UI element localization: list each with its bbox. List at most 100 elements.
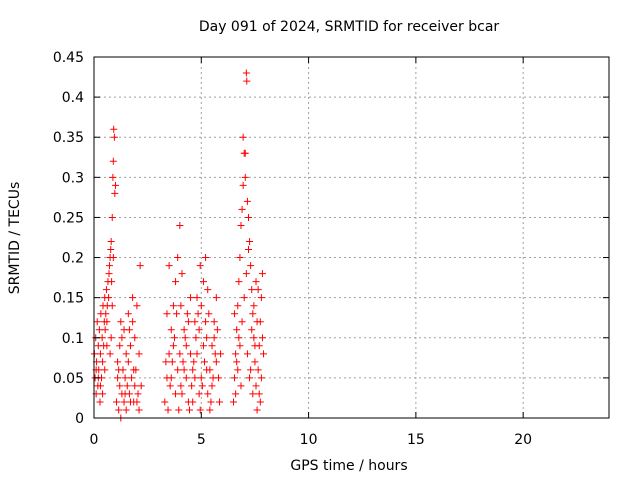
data-point bbox=[136, 262, 144, 270]
data-point bbox=[128, 374, 136, 382]
data-point bbox=[193, 294, 201, 302]
data-point bbox=[251, 342, 259, 350]
data-point bbox=[189, 366, 197, 374]
data-point bbox=[246, 238, 254, 246]
data-point bbox=[133, 398, 141, 406]
data-point bbox=[257, 374, 265, 382]
data-point bbox=[107, 238, 115, 246]
data-point bbox=[195, 390, 203, 398]
data-point bbox=[115, 406, 123, 414]
grid-lines bbox=[94, 57, 609, 418]
data-point bbox=[116, 342, 124, 350]
x-tick-label: 5 bbox=[197, 432, 206, 448]
x-tick-label: 15 bbox=[407, 432, 425, 448]
data-point bbox=[178, 390, 186, 398]
data-point bbox=[172, 278, 180, 286]
data-point bbox=[93, 318, 101, 326]
data-point bbox=[125, 326, 133, 334]
data-point bbox=[120, 398, 128, 406]
data-point bbox=[245, 213, 252, 221]
data-point bbox=[116, 382, 124, 390]
data-point bbox=[239, 181, 247, 189]
data-point bbox=[111, 189, 119, 197]
data-point bbox=[188, 382, 196, 390]
data-point bbox=[202, 318, 210, 326]
data-point bbox=[126, 398, 134, 406]
data-point bbox=[208, 342, 216, 350]
data-point bbox=[101, 366, 109, 374]
data-point bbox=[229, 398, 237, 406]
data-point bbox=[241, 149, 249, 157]
data-point bbox=[175, 406, 183, 414]
data-point bbox=[258, 334, 266, 342]
data-point bbox=[196, 406, 204, 414]
data-point bbox=[124, 358, 132, 366]
data-point bbox=[99, 358, 107, 366]
data-point bbox=[165, 350, 173, 358]
data-point bbox=[172, 390, 180, 398]
data-point bbox=[246, 374, 254, 382]
data-point bbox=[131, 334, 139, 342]
data-point bbox=[199, 278, 207, 286]
data-point bbox=[240, 294, 248, 302]
data-point bbox=[204, 286, 212, 294]
data-point bbox=[231, 374, 239, 382]
data-point bbox=[183, 310, 191, 318]
data-point bbox=[191, 374, 199, 382]
data-point bbox=[256, 398, 264, 406]
data-point bbox=[199, 342, 207, 350]
data-point bbox=[235, 334, 243, 342]
x-tick-label: 10 bbox=[300, 432, 318, 448]
data-point bbox=[210, 334, 218, 342]
data-point bbox=[249, 390, 257, 398]
data-point bbox=[243, 77, 251, 85]
data-point bbox=[106, 350, 114, 358]
data-point bbox=[212, 294, 220, 302]
data-point bbox=[107, 334, 115, 342]
data-point bbox=[203, 334, 211, 342]
data-point bbox=[124, 310, 132, 318]
data-point bbox=[135, 406, 143, 414]
data-point bbox=[235, 278, 243, 286]
data-point bbox=[248, 286, 256, 294]
data-point bbox=[109, 254, 117, 262]
data-point bbox=[184, 398, 192, 406]
data-point bbox=[163, 310, 171, 318]
y-tick-label: 0.2 bbox=[62, 251, 84, 267]
data-point bbox=[105, 294, 113, 302]
data-point bbox=[161, 398, 169, 406]
data-point bbox=[207, 398, 215, 406]
y-tick-label: 0.35 bbox=[53, 130, 84, 146]
data-point bbox=[113, 398, 121, 406]
data-point bbox=[216, 398, 224, 406]
data-point bbox=[185, 406, 193, 414]
x-tick-labels: 0 5 10 15 20 bbox=[90, 432, 533, 448]
data-point bbox=[101, 326, 109, 334]
data-point bbox=[109, 173, 117, 181]
data-point bbox=[239, 133, 247, 141]
data-point bbox=[107, 246, 115, 254]
data-point bbox=[180, 326, 188, 334]
data-point bbox=[233, 326, 241, 334]
data-point bbox=[193, 350, 201, 358]
data-point bbox=[184, 318, 192, 326]
axis-ticks bbox=[93, 56, 609, 419]
data-point bbox=[108, 278, 116, 286]
data-point bbox=[180, 366, 188, 374]
data-point bbox=[232, 350, 240, 358]
data-point bbox=[252, 382, 260, 390]
data-point bbox=[108, 213, 116, 221]
data-point bbox=[176, 221, 184, 229]
y-tick-label: 0.4 bbox=[62, 90, 84, 106]
data-point bbox=[196, 262, 204, 270]
data-point bbox=[251, 358, 259, 366]
data-point bbox=[233, 358, 241, 366]
data-point bbox=[182, 374, 190, 382]
data-point bbox=[102, 310, 110, 318]
data-point bbox=[129, 318, 137, 326]
data-point bbox=[103, 318, 111, 326]
data-point bbox=[109, 157, 117, 165]
chart-title: Day 091 of 2024, SRMTID for receiver bca… bbox=[199, 19, 500, 35]
data-point bbox=[238, 205, 246, 213]
